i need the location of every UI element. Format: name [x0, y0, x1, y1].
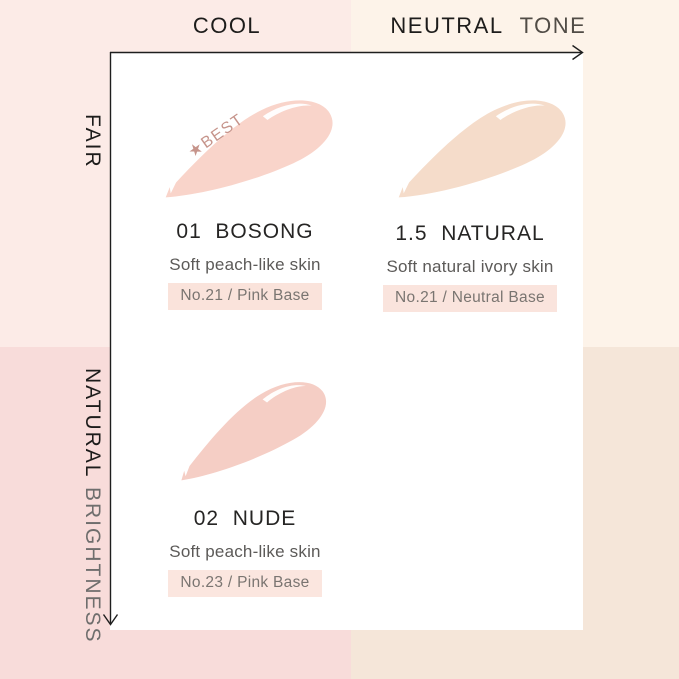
product-name: 1.5 NATURAL — [395, 222, 545, 245]
product-description: Soft natural ivory skin — [386, 257, 554, 276]
brightness-axis-label: BRIGHTNESS — [81, 487, 104, 644]
smear-highlight — [262, 103, 312, 120]
swatch-natural — [398, 100, 566, 198]
smear-highlight — [495, 103, 545, 120]
product-description: Soft peach-like skin — [169, 542, 321, 561]
smear-shape — [398, 100, 566, 198]
smear-shape — [181, 382, 327, 481]
smear-shape — [165, 100, 333, 198]
tone-axis-label: TONE — [519, 13, 587, 38]
product-name: 02 NUDE — [193, 507, 297, 530]
product-base-badge: No.21 / Neutral Base — [383, 285, 557, 312]
swatch-bosong — [165, 100, 333, 198]
brightness-tick-natural: NATURAL — [81, 368, 104, 479]
product-description: Soft peach-like skin — [169, 255, 321, 274]
brightness-tick-fair: FAIR — [81, 114, 104, 169]
tone-tick-cool: COOL — [192, 13, 262, 38]
product-base-badge: No.21 / Pink Base — [168, 283, 322, 310]
swatch-nude — [181, 382, 327, 481]
product-name: 01 BOSONG — [176, 220, 314, 243]
product-card-natural: 1.5 NATURAL Soft natural ivory skin No.2… — [335, 222, 605, 312]
smear-highlight — [262, 385, 306, 403]
product-base-badge: No.23 / Pink Base — [168, 570, 322, 597]
product-card-bosong: 01 BOSONG Soft peach-like skin No.21 / P… — [110, 220, 380, 310]
tone-tick-neutral: NEUTRAL — [390, 13, 504, 38]
product-card-nude: 02 NUDE Soft peach-like skin No.23 / Pin… — [110, 507, 380, 597]
